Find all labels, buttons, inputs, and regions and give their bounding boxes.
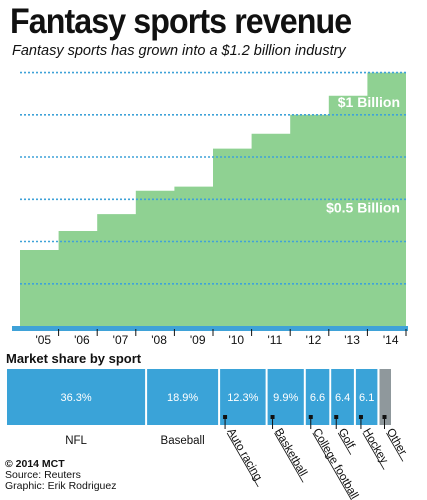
- x-tick-label: '10: [228, 333, 244, 347]
- share-segment: [355, 369, 378, 425]
- share-label: 6.4: [335, 392, 350, 404]
- x-tick-label: '06: [74, 333, 90, 347]
- share-category-label: Golf: [336, 427, 357, 452]
- x-tick-label: '11: [268, 333, 283, 347]
- x-tick-label: '07: [113, 333, 129, 347]
- leader-underline: [337, 432, 352, 455]
- share-segment: [331, 369, 354, 425]
- x-tick-label: '14: [383, 333, 399, 347]
- share-label: 9.9%: [273, 392, 298, 404]
- share-category-label: Other: [384, 427, 409, 458]
- annotation-half-billion: $0.5 Billion: [326, 199, 400, 215]
- x-tick-label: '09: [190, 333, 206, 347]
- leader-underline: [274, 432, 304, 483]
- share-label: 6.1: [359, 392, 374, 404]
- share-label: 18.9%: [167, 392, 198, 404]
- x-tick-label: '13: [344, 333, 360, 347]
- footer-copyright: © 2014 MCT: [5, 458, 65, 470]
- revenue-step-chart: $1 Billion $0.5 Billion '05 '06 '07 '08 '09 '10…: [12, 71, 408, 347]
- footer-graphic: Graphic: Erik Rodriguez: [5, 480, 117, 492]
- share-label: 12.3%: [227, 392, 258, 404]
- page-subtitle: Fantasy sports has grown into a $1.2 bil…: [12, 43, 346, 59]
- page-title: Fantasy sports revenue: [10, 2, 352, 41]
- x-tick-label: '05: [35, 333, 51, 347]
- share-segment: [7, 369, 146, 425]
- footer: © 2014 MCT Source: Reuters Graphic: Erik…: [5, 459, 116, 492]
- share-category-label: NFL: [65, 435, 87, 447]
- x-tick-label: '08: [151, 333, 167, 347]
- market-share-title: Market share by sport: [6, 351, 142, 366]
- share-segment: [379, 369, 391, 425]
- share-label: 36.3%: [60, 392, 91, 404]
- annotation-1-billion: $1 Billion: [338, 94, 400, 110]
- share-category-label: Auto racing: [225, 427, 264, 483]
- x-axis-line: [12, 326, 408, 331]
- share-segment: [220, 369, 266, 425]
- share-segment: [305, 369, 330, 425]
- footer-source: Source: Reuters: [5, 469, 81, 481]
- share-category-label: Basketball: [272, 427, 309, 479]
- leader-underline: [386, 432, 404, 462]
- leader-underline: [362, 432, 385, 470]
- x-tick-label: '12: [306, 333, 322, 347]
- share-segment: [147, 369, 219, 425]
- share-label: 6.6: [310, 392, 325, 404]
- leader-underline: [312, 432, 352, 500]
- share-category-label: Baseball: [161, 435, 205, 447]
- leader-underline: [226, 432, 259, 488]
